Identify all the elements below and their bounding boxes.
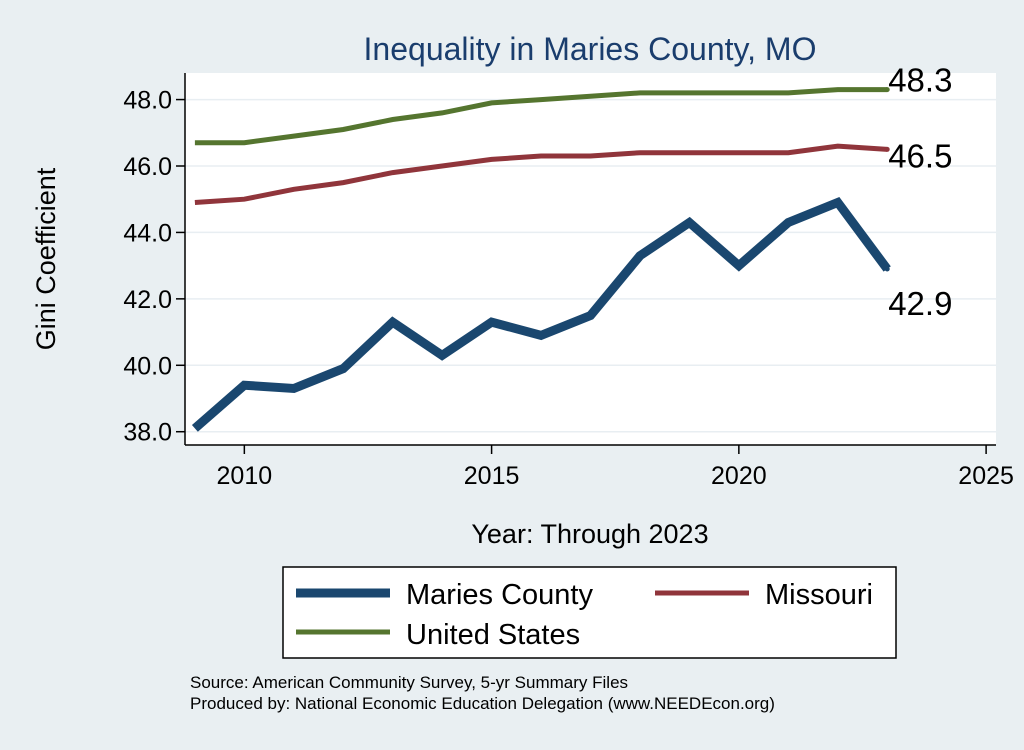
y-tick-label: 38.0 (123, 419, 172, 447)
x-tick-label: 2020 (711, 462, 767, 490)
footer-source: Source: American Community Survey, 5-yr … (190, 673, 628, 692)
y-axis-title: Gini Coefficient (31, 167, 61, 350)
chart-title: Inequality in Maries County, MO (364, 31, 817, 67)
legend-label-united-states: United States (406, 619, 580, 651)
series-end-point (884, 266, 890, 272)
series-end-label: 42.9 (888, 285, 952, 322)
x-tick-label: 2025 (958, 462, 1014, 490)
x-axis-title: Year: Through 2023 (471, 519, 708, 549)
series-end-label: 48.3 (888, 62, 952, 99)
legend-box (282, 566, 897, 659)
x-tick-label: 2010 (217, 462, 273, 490)
series-end-point (884, 87, 890, 93)
y-tick-label: 42.0 (123, 286, 172, 314)
series-line-missouri (194, 143, 888, 205)
axes: 38.0 40.0 42.0 44.0 46.0 48.0 2010 2015 2020 2025 (123, 73, 1014, 490)
end-labels: 48.3 46.5 42.9 (888, 62, 952, 322)
series-end-label: 46.5 (888, 137, 952, 174)
legend: Maries County Missouri United States (296, 579, 873, 651)
series-end-point (884, 146, 890, 152)
series-line-maries-county (191, 197, 891, 432)
legend-label-missouri: Missouri (765, 579, 873, 611)
legend-label-maries-county: Maries County (406, 579, 593, 611)
y-tick-label: 44.0 (123, 219, 172, 247)
y-tick-label: 48.0 (123, 87, 172, 115)
x-tick-label: 2015 (464, 462, 520, 490)
y-tick-label: 46.0 (123, 153, 172, 181)
series-lines (191, 87, 891, 432)
y-tick-label: 40.0 (123, 352, 172, 380)
footer-produced-by: Produced by: National Economic Education… (190, 694, 775, 713)
series-line-united-states (194, 87, 888, 146)
gridlines (185, 98, 996, 433)
